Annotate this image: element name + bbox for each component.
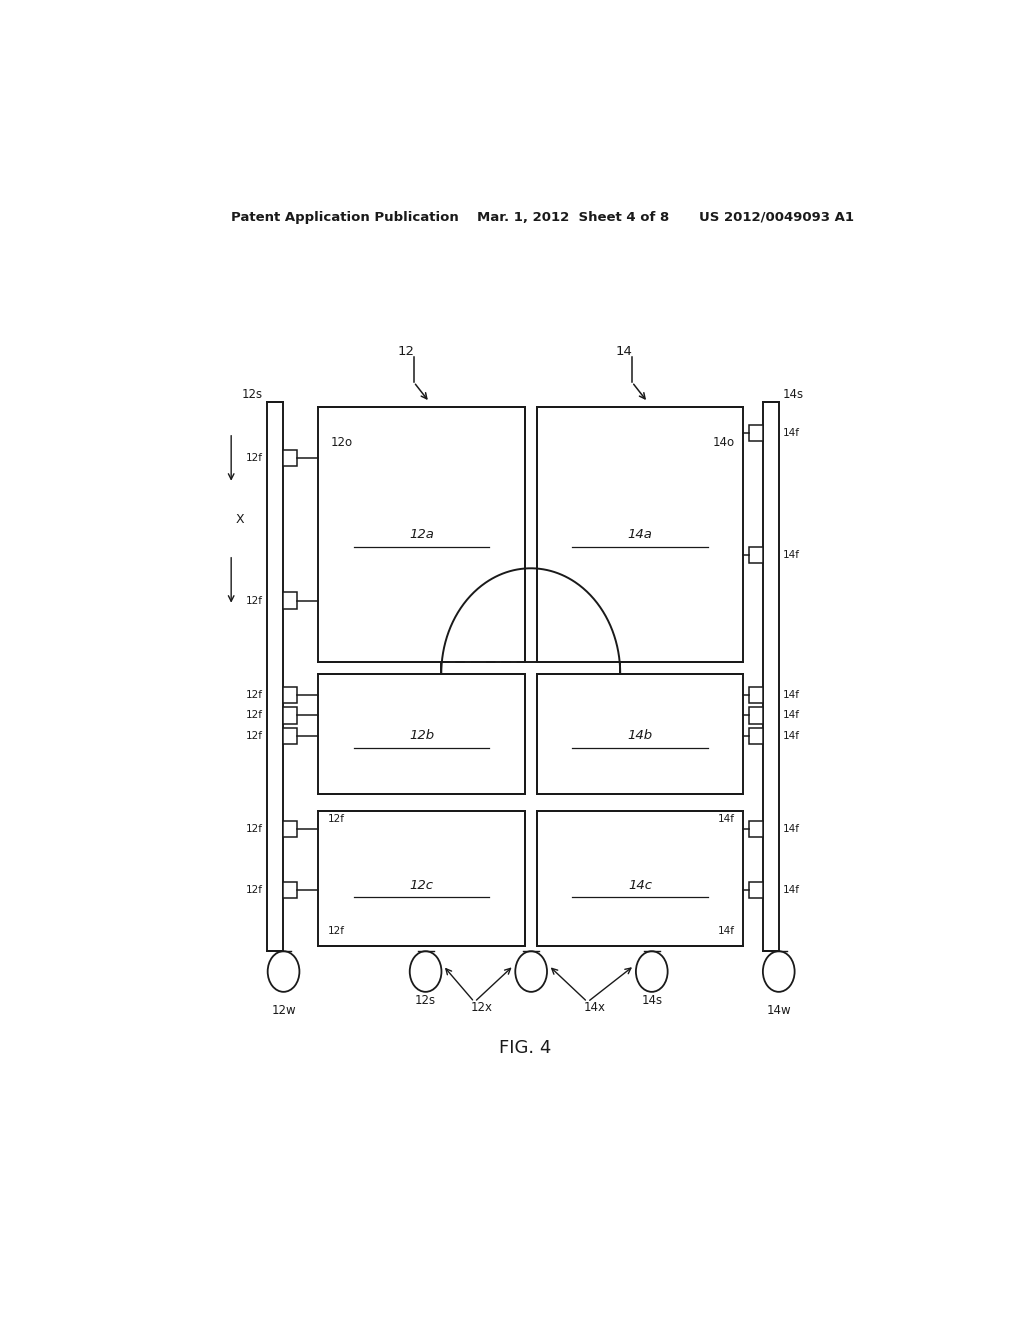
Bar [537,810,743,946]
Bar [283,882,297,899]
Text: FIG. 4: FIG. 4 [499,1039,551,1057]
Bar [283,450,297,466]
Text: 14f: 14f [782,824,800,834]
Bar [749,708,763,723]
Bar [283,708,297,723]
Text: 14b: 14b [628,729,652,742]
Bar [318,810,524,946]
Bar [749,686,763,704]
Text: Patent Application Publication: Patent Application Publication [231,211,459,224]
Bar [749,425,763,441]
Text: 12f: 12f [246,886,263,895]
Bar [283,821,297,837]
Bar [283,686,297,704]
Text: 12o: 12o [331,437,352,450]
Text: 12f: 12f [246,595,263,606]
Text: 14s: 14s [782,388,804,401]
Text: 14c: 14c [628,879,652,891]
Text: 14f: 14f [782,690,800,700]
Text: 12b: 12b [409,729,434,742]
Text: 14a: 14a [628,528,652,541]
Text: 12f: 12f [328,814,345,824]
Text: 14s: 14s [641,994,663,1007]
Text: 12f: 12f [246,824,263,834]
Text: 14f: 14f [782,710,800,721]
Bar [267,403,283,952]
Text: 12f: 12f [246,453,263,463]
Text: 14f: 14f [718,925,735,936]
Text: 14x: 14x [584,1001,605,1014]
Text: 14f: 14f [782,550,800,560]
Text: 14f: 14f [782,886,800,895]
Text: 12c: 12c [410,879,433,891]
Bar [318,408,524,661]
Text: Mar. 1, 2012  Sheet 4 of 8: Mar. 1, 2012 Sheet 4 of 8 [477,211,670,224]
Bar [283,593,297,609]
Text: 14f: 14f [782,731,800,741]
Text: 12f: 12f [328,925,345,936]
Text: 12s: 12s [242,388,263,401]
Bar [537,673,743,793]
Text: US 2012/0049093 A1: US 2012/0049093 A1 [699,211,854,224]
Text: 12f: 12f [246,710,263,721]
Bar [537,408,743,661]
Text: X: X [236,512,244,525]
Bar [318,673,524,793]
Text: 12f: 12f [246,731,263,741]
Bar [749,727,763,744]
Text: 12s: 12s [415,994,436,1007]
Text: 12f: 12f [246,690,263,700]
Text: 12: 12 [397,345,415,358]
Text: 14f: 14f [718,814,735,824]
Bar [749,546,763,562]
Text: 14f: 14f [782,428,800,438]
Bar [749,882,763,899]
Text: 14o: 14o [713,437,735,450]
Text: 14w: 14w [766,1005,792,1016]
Bar [763,403,779,952]
Text: 12a: 12a [410,528,434,541]
Text: 14: 14 [615,345,633,358]
Text: 12x: 12x [470,1001,493,1014]
Text: 12w: 12w [271,1005,296,1016]
Bar [749,821,763,837]
Bar [283,727,297,744]
